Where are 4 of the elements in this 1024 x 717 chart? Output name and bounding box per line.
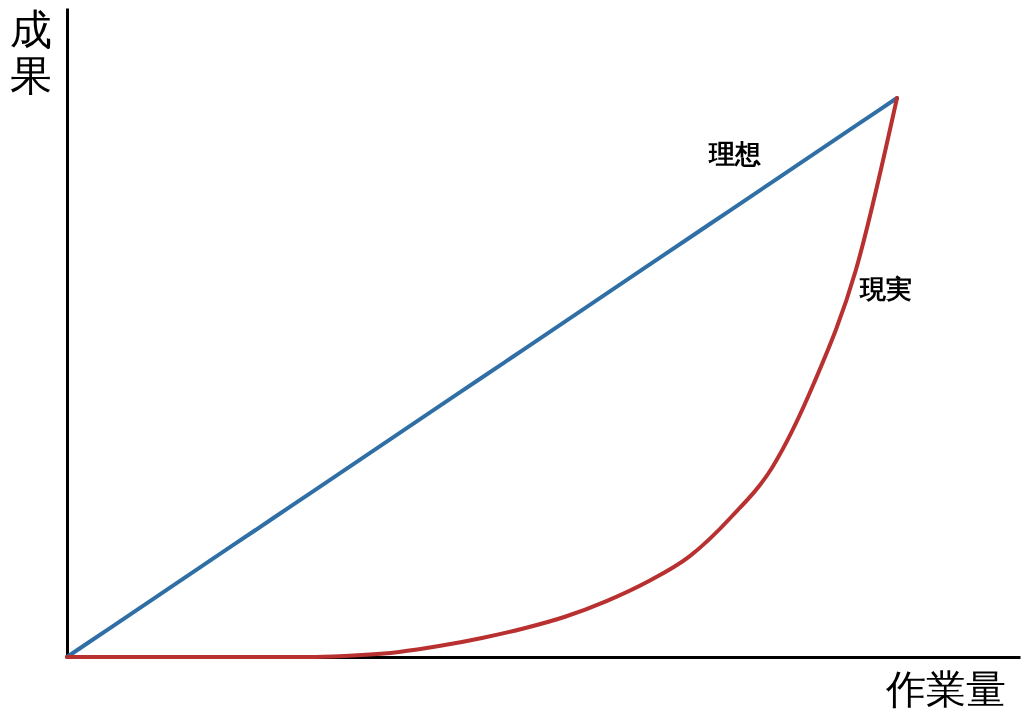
x-axis-title: 作業量 bbox=[884, 665, 1006, 712]
series-label: 理想 bbox=[708, 138, 761, 169]
series-label: 現実 bbox=[858, 274, 912, 305]
y-axis-title: 成果 bbox=[9, 4, 52, 100]
